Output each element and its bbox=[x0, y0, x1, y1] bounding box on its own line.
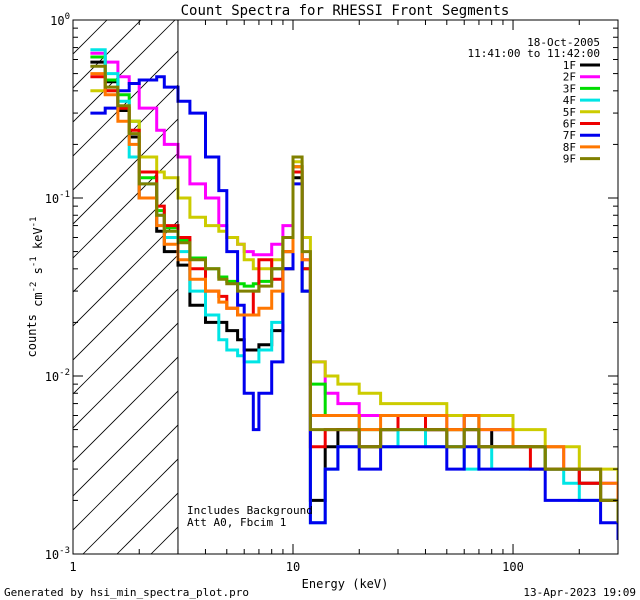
x-tick-label: 100 bbox=[502, 560, 524, 574]
time-range-label: 11:41:00 to 11:42:00 bbox=[468, 47, 600, 60]
chart-title: Count Spectra for RHESSI Front Segments bbox=[181, 3, 510, 19]
series-8f bbox=[90, 72, 618, 501]
series-3f bbox=[90, 55, 618, 523]
x-tick-label: 1 bbox=[69, 560, 76, 574]
legend-label: 9F bbox=[563, 153, 576, 166]
hatch-line bbox=[73, 254, 178, 361]
plot-frame bbox=[72, 19, 619, 555]
hatch-line bbox=[116, 492, 178, 554]
series-7f bbox=[90, 75, 618, 540]
series-9f bbox=[90, 64, 618, 523]
legend-label: 6F bbox=[563, 118, 576, 131]
legend-label: 2F bbox=[563, 71, 576, 84]
legend-label: 3F bbox=[563, 82, 576, 95]
series-4f bbox=[90, 48, 618, 525]
legend-label: 1F bbox=[563, 59, 576, 72]
hatch-line bbox=[73, 186, 178, 293]
hatch-line bbox=[73, 390, 178, 497]
hatch-line bbox=[73, 20, 108, 55]
x-tick-label: 10 bbox=[286, 560, 300, 574]
y-tick-label: 10-1 bbox=[45, 190, 70, 206]
hatch-line bbox=[73, 424, 178, 531]
annotation-background: Includes Background bbox=[187, 504, 313, 517]
series-5f bbox=[90, 89, 618, 501]
y-tick-label: 10-3 bbox=[45, 546, 70, 562]
footer-timestamp: 13-Apr-2023 19:09 bbox=[523, 586, 636, 599]
date-label: 18-Oct-2005 bbox=[527, 36, 600, 49]
y-tick-label: 100 bbox=[50, 12, 70, 28]
hatch-line bbox=[73, 20, 176, 123]
y-axis-label: counts cm-2 s-1 keV-1 bbox=[25, 217, 45, 358]
legend-label: 5F bbox=[563, 106, 576, 119]
hatch-line bbox=[73, 220, 178, 327]
axes: 1 10 100 10-3 10-2 10-1 100 bbox=[45, 12, 619, 574]
footer-generated: Generated by hsi_min_spectra_plot.pro bbox=[4, 586, 249, 599]
series-layer bbox=[90, 48, 618, 540]
series-2f bbox=[90, 51, 618, 509]
annotation-attenuator: Att A0, Fbcim 1 bbox=[187, 516, 286, 529]
legend-label: 4F bbox=[563, 94, 576, 107]
hatch-line bbox=[73, 322, 178, 429]
x-axis-label: Energy (keV) bbox=[302, 577, 389, 591]
legend-label: 8F bbox=[563, 141, 576, 154]
y-tick-label: 10-2 bbox=[45, 368, 70, 384]
legend-label: 7F bbox=[563, 129, 576, 142]
hatch-line bbox=[73, 288, 178, 395]
hatch-line bbox=[82, 458, 178, 554]
